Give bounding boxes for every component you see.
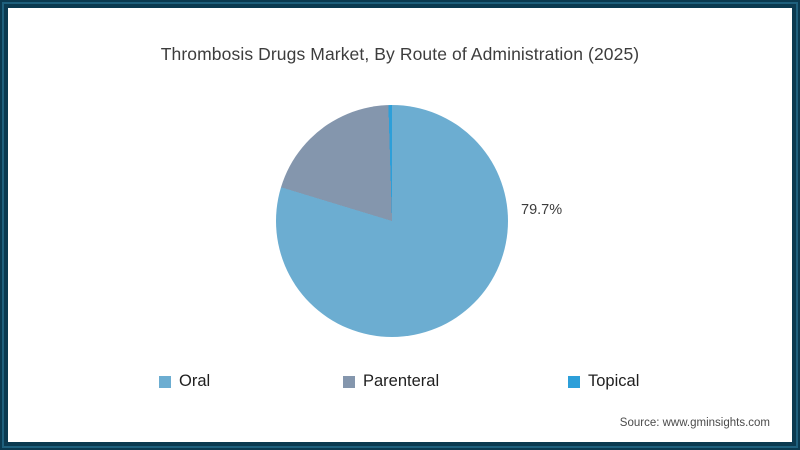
- legend-swatch-topical-icon: [568, 375, 580, 388]
- legend-item-parenteral: Parenteral: [343, 372, 439, 391]
- oral-share-data-label: 79.7%: [521, 202, 563, 218]
- legend-item-oral: Oral: [159, 372, 210, 391]
- legend-label-topical: Topical: [588, 372, 640, 390]
- legend-item-topical: Topical: [568, 372, 639, 391]
- legend-swatch-oral-icon: [159, 375, 171, 388]
- source-attribution: Source: www.gminsights.com: [619, 417, 770, 429]
- pie-chart: [276, 105, 508, 337]
- legend-label-parenteral: Parenteral: [363, 372, 440, 390]
- legend-swatch-parenteral-icon: [343, 375, 355, 388]
- chart-title: Thrombosis Drugs Market, By Route of Adm…: [160, 44, 640, 64]
- legend: Oral Parenteral Topical: [8, 8, 792, 442]
- legend-label-oral: Oral: [179, 372, 211, 390]
